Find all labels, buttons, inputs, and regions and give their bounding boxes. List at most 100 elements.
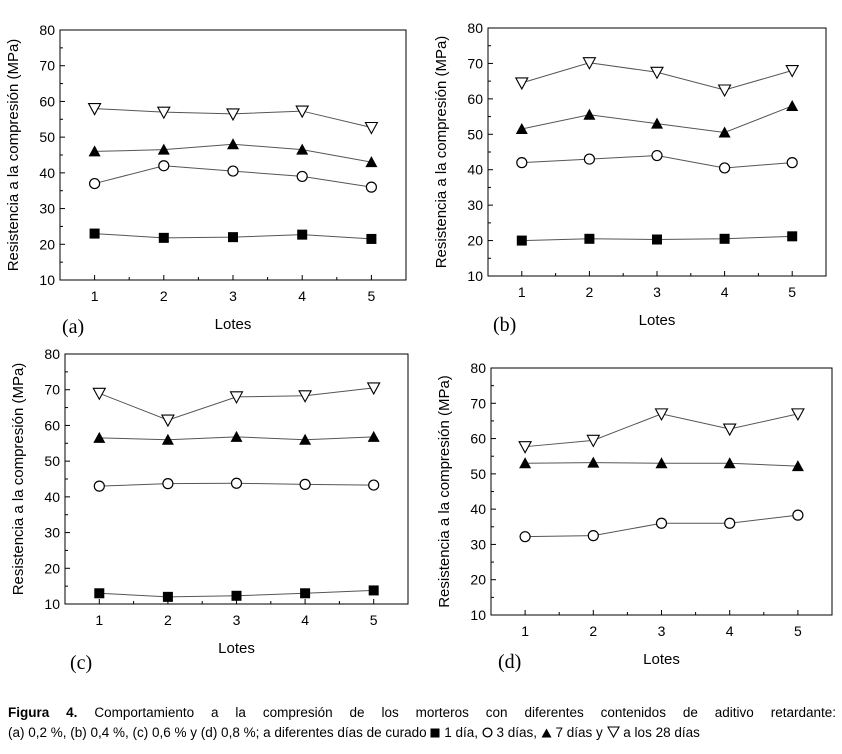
caption-label: Figura 4. bbox=[8, 705, 78, 720]
x-tick-label: 2 bbox=[586, 284, 594, 300]
y-tick-label: 10 bbox=[470, 607, 486, 623]
data-point bbox=[651, 149, 663, 162]
x-axis-title: Lotes bbox=[639, 312, 676, 329]
y-tick-label: 20 bbox=[44, 560, 60, 576]
chart-panel-2: 10 20 30 40 50 60 70 80 1 2 3 4 5 Lotes Resistencia a … bbox=[433, 20, 827, 336]
data-point bbox=[88, 177, 101, 190]
y-tick-label: 20 bbox=[467, 233, 483, 249]
series-filled-triangle-up bbox=[93, 430, 380, 445]
x-tick-label: 2 bbox=[164, 612, 172, 628]
data-point bbox=[514, 77, 529, 91]
open-circle-icon bbox=[482, 727, 493, 738]
series-filled-triangle-up bbox=[88, 138, 378, 168]
series-filled-triangle-up bbox=[515, 99, 799, 138]
data-point bbox=[228, 232, 238, 243]
caption-line-1: Figura 4. Comportamiento a la compresión… bbox=[8, 703, 836, 723]
y-tick-label: 80 bbox=[470, 360, 486, 376]
x-tick-label: 5 bbox=[794, 623, 802, 639]
y-tick-label: 30 bbox=[39, 201, 55, 217]
caption-text-2: (a) 0,2 %, (b) 0,4 %, (c) 0,6 % y (d) 0,… bbox=[8, 725, 431, 740]
y-tick-label: 50 bbox=[39, 129, 55, 145]
y-tick-label: 10 bbox=[39, 272, 55, 288]
y-axis-title: Resistencia a la compresión (MPa) bbox=[436, 375, 453, 608]
y-tick-label: 10 bbox=[44, 596, 60, 612]
data-point bbox=[519, 457, 532, 469]
data-point bbox=[158, 232, 169, 243]
data-point bbox=[655, 457, 668, 469]
data-point bbox=[587, 530, 599, 542]
x-tick-label: 4 bbox=[721, 284, 729, 300]
x-tick-label: 1 bbox=[95, 612, 103, 628]
y-tick-label: 40 bbox=[470, 501, 486, 517]
data-point bbox=[791, 460, 804, 472]
y-tick-label: 60 bbox=[470, 431, 486, 447]
x-tick-label: 1 bbox=[521, 623, 529, 639]
panel-label: (c) bbox=[70, 652, 92, 674]
legend-7-dias: 7 días y bbox=[551, 725, 607, 740]
data-point bbox=[792, 509, 804, 521]
data-point bbox=[582, 57, 597, 70]
caption-line-2: (a) 0,2 %, (b) 0,4 %, (c) 0,6 % y (d) 0,… bbox=[8, 723, 836, 743]
data-point bbox=[297, 229, 308, 240]
y-tick-label: 60 bbox=[39, 93, 55, 109]
data-point bbox=[157, 143, 170, 155]
data-point bbox=[515, 122, 528, 134]
x-tick-label: 1 bbox=[518, 284, 526, 300]
data-point bbox=[93, 480, 105, 492]
y-tick-label: 10 bbox=[467, 268, 483, 284]
series-open-triangle-down bbox=[518, 408, 805, 454]
data-point bbox=[158, 160, 170, 172]
data-point bbox=[655, 517, 668, 529]
data-point bbox=[89, 228, 100, 239]
y-tick-label: 60 bbox=[467, 91, 483, 107]
data-point bbox=[718, 162, 731, 174]
data-point bbox=[722, 423, 737, 437]
series-open-circle bbox=[519, 509, 804, 543]
y-tick-label: 80 bbox=[44, 346, 60, 362]
data-point bbox=[724, 517, 736, 529]
figure-caption: Figura 4. Comportamiento a la compresión… bbox=[8, 703, 836, 743]
series-open-triangle-down bbox=[92, 382, 381, 428]
data-point bbox=[787, 231, 798, 242]
data-point bbox=[93, 431, 106, 443]
data-point bbox=[650, 66, 664, 80]
data-point bbox=[516, 235, 527, 246]
data-point bbox=[368, 479, 380, 491]
panel-label: (d) bbox=[498, 651, 521, 673]
plot-frame bbox=[59, 29, 407, 281]
data-point bbox=[718, 126, 731, 138]
y-tick-label: 80 bbox=[39, 22, 55, 38]
chart-panel-3: 10 20 30 40 50 60 70 80 1 2 3 4 5 Lotes Resistencia a … bbox=[10, 346, 409, 674]
series-open-triangle-down bbox=[87, 103, 379, 135]
x-tick-label: 3 bbox=[229, 288, 237, 304]
data-point bbox=[296, 143, 309, 155]
y-tick-label: 40 bbox=[39, 165, 55, 181]
chart-panel-4: 10 20 30 40 50 60 70 80 1 2 3 4 5 Lotes Resistencia a … bbox=[436, 360, 833, 673]
legend-1-dia: 1 día, bbox=[440, 725, 482, 740]
y-tick-label: 30 bbox=[470, 536, 486, 552]
series-open-circle bbox=[88, 160, 377, 193]
data-point bbox=[367, 430, 380, 442]
y-axis-title: Resistencia a la compresión (MPa) bbox=[433, 36, 450, 269]
filled-square-icon bbox=[430, 728, 440, 738]
data-point bbox=[300, 588, 311, 599]
x-axis-title: Lotes bbox=[643, 651, 680, 668]
x-tick-label: 4 bbox=[301, 612, 309, 628]
data-point bbox=[88, 145, 101, 157]
data-point bbox=[299, 433, 312, 445]
data-point bbox=[518, 441, 533, 454]
y-tick-label: 70 bbox=[39, 58, 55, 74]
y-tick-label: 70 bbox=[470, 395, 486, 411]
data-point bbox=[299, 478, 311, 490]
data-point bbox=[586, 434, 601, 448]
x-tick-label: 1 bbox=[91, 288, 99, 304]
data-point bbox=[226, 108, 240, 122]
plot-frame bbox=[490, 367, 833, 616]
series-filled-square bbox=[89, 228, 377, 244]
open-triangle-down-icon bbox=[606, 726, 620, 739]
data-point bbox=[587, 456, 600, 468]
caption-text-1: Comportamiento a la compresión de los mo… bbox=[77, 705, 836, 720]
x-tick-label: 4 bbox=[298, 288, 306, 304]
x-tick-label: 5 bbox=[788, 284, 796, 300]
data-point bbox=[229, 391, 244, 405]
